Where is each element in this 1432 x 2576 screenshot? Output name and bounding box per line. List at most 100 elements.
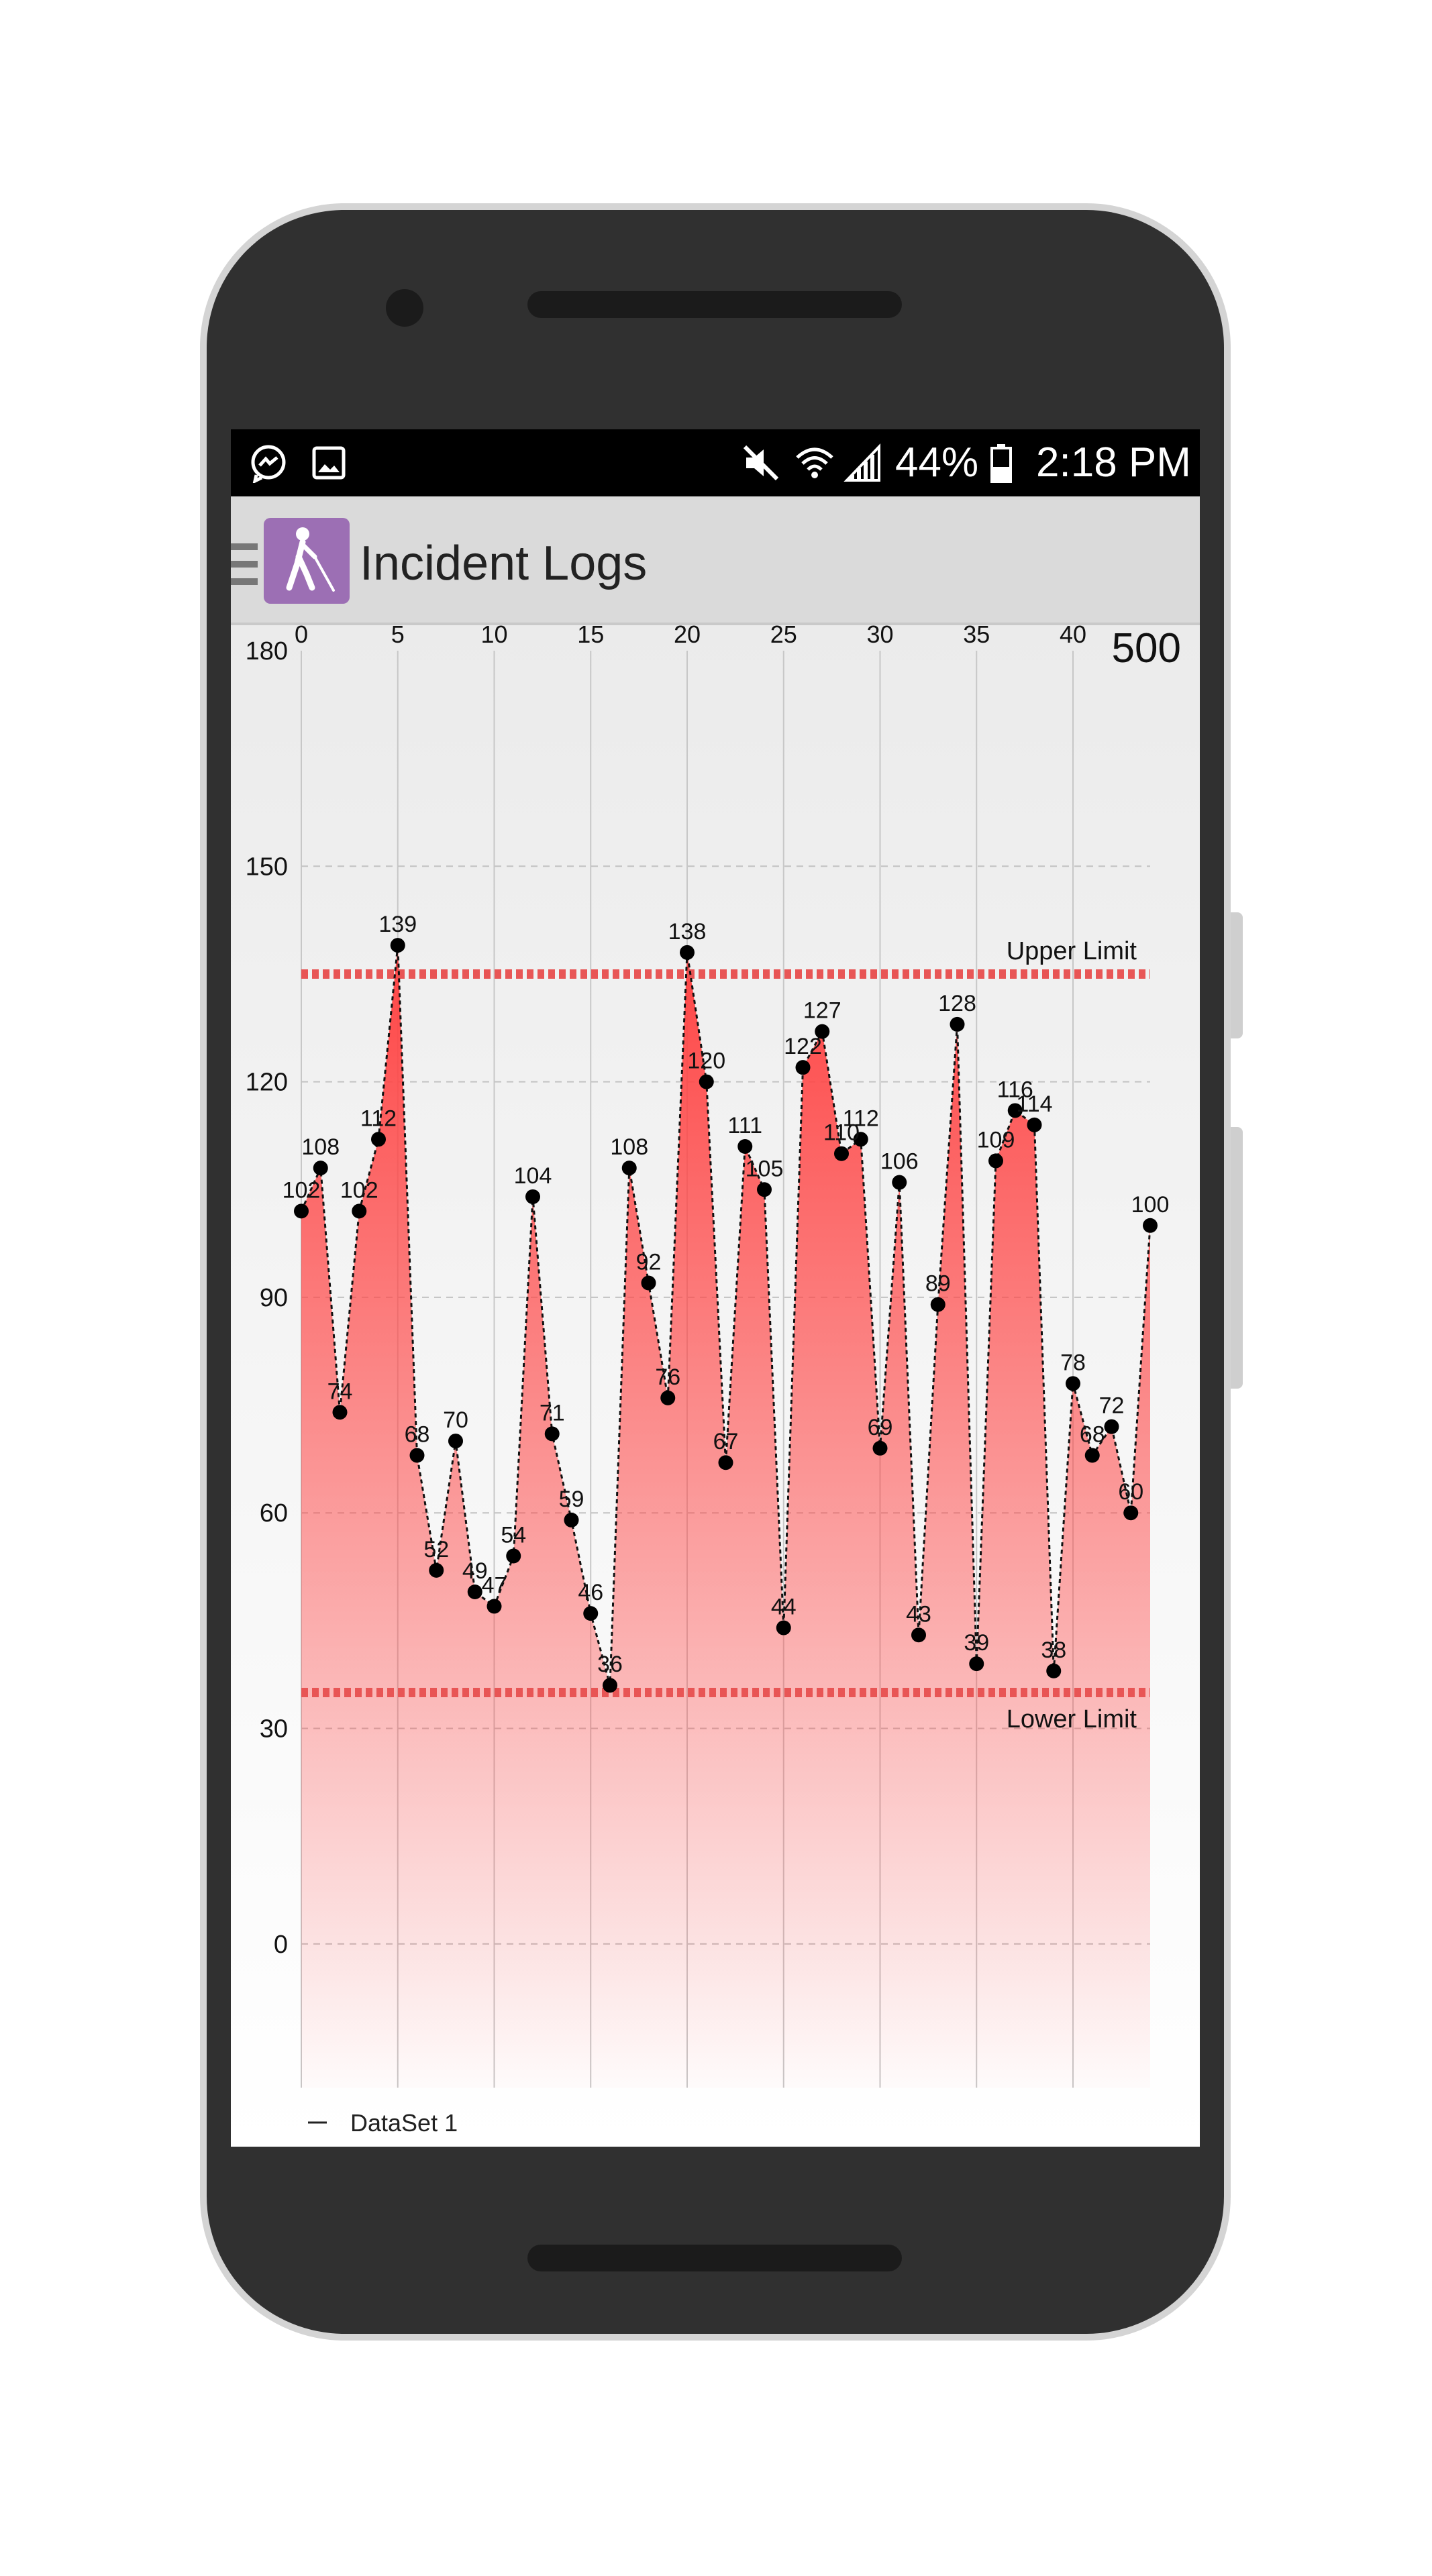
data-label: 60 <box>1118 1479 1143 1505</box>
data-point[interactable] <box>352 1203 366 1218</box>
data-label: 138 <box>668 919 707 945</box>
data-point[interactable] <box>564 1513 579 1527</box>
data-point[interactable] <box>834 1146 849 1161</box>
corner-value: 500 <box>1112 625 1181 672</box>
x-tick-label: 0 <box>295 625 308 648</box>
data-point[interactable] <box>603 1678 617 1693</box>
data-point[interactable] <box>776 1621 791 1635</box>
data-label: 38 <box>1041 1638 1066 1663</box>
app-logo[interactable] <box>264 518 350 604</box>
x-tick-label: 40 <box>1060 625 1086 648</box>
data-label: 71 <box>540 1400 565 1426</box>
data-label: 74 <box>327 1379 353 1404</box>
data-label: 92 <box>636 1249 662 1275</box>
data-point[interactable] <box>737 1139 752 1154</box>
x-tick-label: 20 <box>674 625 701 648</box>
y-tick-label: 120 <box>246 1069 288 1097</box>
hamburger-menu-icon[interactable] <box>231 543 258 586</box>
data-point[interactable] <box>892 1175 907 1190</box>
x-tick-label: 35 <box>963 625 990 648</box>
data-point[interactable] <box>911 1627 926 1642</box>
y-tick-label: 180 <box>246 637 288 665</box>
data-point[interactable] <box>525 1189 540 1204</box>
phone-screen: 44% 2:18 PM Incident Logs <box>231 429 1200 2147</box>
data-point[interactable] <box>371 1132 386 1146</box>
battery-percentage: 44% <box>895 429 978 496</box>
data-label: 39 <box>964 1630 989 1656</box>
data-label: 105 <box>746 1156 784 1181</box>
data-point[interactable] <box>873 1441 888 1456</box>
data-label: 102 <box>283 1177 321 1203</box>
battery-icon <box>981 443 1021 483</box>
data-label: 122 <box>784 1034 822 1059</box>
data-point[interactable] <box>1143 1218 1158 1233</box>
data-label: 46 <box>578 1580 603 1605</box>
data-label: 100 <box>1131 1192 1170 1218</box>
data-point[interactable] <box>680 945 695 960</box>
data-point[interactable] <box>506 1548 521 1563</box>
data-label: 108 <box>610 1134 648 1160</box>
data-point[interactable] <box>757 1182 772 1197</box>
data-label: 120 <box>687 1049 725 1074</box>
data-point[interactable] <box>333 1405 348 1419</box>
data-label: 43 <box>906 1601 931 1627</box>
data-point[interactable] <box>988 1153 1003 1168</box>
data-point[interactable] <box>1105 1419 1119 1434</box>
data-label: 112 <box>360 1106 397 1131</box>
data-point[interactable] <box>699 1075 714 1089</box>
messenger-icon <box>248 443 289 483</box>
clock: 2:18 PM <box>1036 429 1191 496</box>
data-point[interactable] <box>969 1656 984 1671</box>
data-point[interactable] <box>410 1448 425 1463</box>
data-point[interactable] <box>429 1563 444 1578</box>
data-point[interactable] <box>1085 1448 1100 1463</box>
data-point[interactable] <box>391 938 405 953</box>
data-label: 108 <box>301 1134 340 1160</box>
y-tick-label: 60 <box>260 1499 288 1527</box>
data-point[interactable] <box>622 1161 637 1175</box>
data-label: 106 <box>880 1149 919 1175</box>
data-point[interactable] <box>950 1017 965 1032</box>
front-camera <box>386 289 423 327</box>
data-point[interactable] <box>719 1455 733 1470</box>
data-point[interactable] <box>1123 1505 1138 1520</box>
limit-label: Lower Limit <box>1007 1705 1137 1733</box>
data-point[interactable] <box>583 1606 598 1621</box>
data-label: 67 <box>713 1429 739 1454</box>
data-point[interactable] <box>931 1297 945 1312</box>
data-point[interactable] <box>313 1161 328 1175</box>
data-label: 54 <box>501 1522 526 1548</box>
x-tick-label: 25 <box>770 625 797 648</box>
data-point[interactable] <box>1046 1664 1061 1678</box>
data-label: 68 <box>1080 1422 1105 1448</box>
data-label: 36 <box>597 1652 623 1677</box>
walking-cane-icon <box>264 518 350 604</box>
page-title: Incident Logs <box>360 496 647 623</box>
volume-button <box>1231 1127 1243 1389</box>
limit-label: Upper Limit <box>1007 937 1137 965</box>
data-point[interactable] <box>1027 1118 1042 1132</box>
data-label: 127 <box>803 998 841 1024</box>
data-label: 139 <box>378 912 417 937</box>
data-label: 69 <box>868 1415 893 1440</box>
power-button <box>1231 912 1243 1038</box>
data-point[interactable] <box>660 1391 675 1405</box>
data-point[interactable] <box>468 1585 482 1599</box>
data-point[interactable] <box>545 1426 560 1441</box>
data-point[interactable] <box>487 1599 502 1613</box>
y-tick-label: 150 <box>246 853 288 881</box>
status-bar: 44% 2:18 PM <box>231 429 1200 496</box>
data-point[interactable] <box>642 1275 656 1290</box>
data-label: 70 <box>443 1407 468 1433</box>
x-tick-label: 30 <box>866 625 893 648</box>
data-point[interactable] <box>448 1434 463 1448</box>
mute-icon <box>741 443 781 483</box>
data-point[interactable] <box>796 1060 811 1075</box>
data-label: 76 <box>655 1364 680 1390</box>
x-tick-label: 5 <box>391 625 405 648</box>
signal-icon <box>843 443 883 483</box>
data-point[interactable] <box>1066 1376 1080 1391</box>
data-point[interactable] <box>294 1203 309 1218</box>
data-label: 44 <box>771 1595 797 1620</box>
